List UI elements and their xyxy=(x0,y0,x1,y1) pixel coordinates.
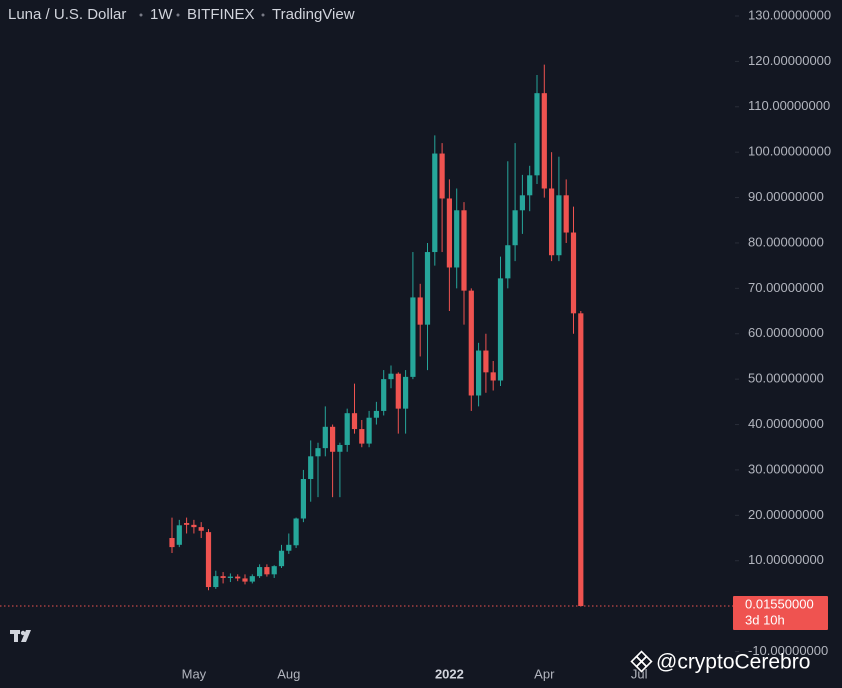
y-tick-label: 40.00000000 xyxy=(748,416,824,431)
separator xyxy=(139,13,143,17)
y-tick-label: 30.00000000 xyxy=(748,461,824,476)
watermark: @cryptoCerebro xyxy=(656,651,810,674)
candle-body xyxy=(461,210,467,291)
exchange: BITFINEX xyxy=(187,6,255,23)
candle-body xyxy=(184,523,190,525)
y-tick-label: 130.00000000 xyxy=(748,7,831,22)
candle-body xyxy=(300,479,306,519)
y-tick-label: 120.00000000 xyxy=(748,53,831,68)
y-tick-label: 110.00000000 xyxy=(748,98,830,113)
candle-body xyxy=(388,373,394,380)
y-tick-label: 90.00000000 xyxy=(748,189,824,204)
candle-body xyxy=(293,518,299,546)
candle-body xyxy=(242,578,248,582)
candle-body xyxy=(490,372,496,381)
candle-body xyxy=(417,297,423,325)
candle-body xyxy=(235,576,241,579)
candle-body xyxy=(497,278,504,381)
last-price-label: 0.01550000 xyxy=(745,596,814,611)
x-tick-label: Apr xyxy=(534,666,555,681)
candle-body xyxy=(468,290,474,396)
candle-body xyxy=(257,567,263,577)
candle-body xyxy=(344,413,350,445)
candle-body xyxy=(213,576,219,588)
interval: 1W xyxy=(150,6,173,23)
candle-body xyxy=(424,252,431,325)
candle-body xyxy=(505,245,511,279)
candle-body xyxy=(322,426,328,449)
source: TradingView xyxy=(272,6,355,23)
candle-body xyxy=(337,444,343,452)
y-tick-label: 100.00000000 xyxy=(748,144,831,159)
candle-body xyxy=(527,175,533,196)
y-tick-label: -10.00000000 xyxy=(748,643,828,658)
candle-body xyxy=(439,153,445,199)
candle-body xyxy=(483,350,489,373)
candle-body xyxy=(563,195,569,233)
y-tick-label: 70.00000000 xyxy=(748,280,824,295)
separator xyxy=(176,13,180,17)
candle-body xyxy=(278,550,285,567)
candle-body xyxy=(271,566,277,575)
candle-body xyxy=(410,297,416,377)
x-tick-label: May xyxy=(182,666,207,681)
candle-body xyxy=(351,413,358,430)
candle-body xyxy=(359,429,365,444)
y-tick-label: 50.00000000 xyxy=(748,371,824,386)
candle-body xyxy=(286,544,292,551)
separator xyxy=(261,13,265,17)
candle-body xyxy=(570,232,577,314)
watermark-icon xyxy=(630,650,653,673)
candle-body xyxy=(395,373,401,409)
plot-area: -10.00000000 10.00000000 20.00000000 30.000… xyxy=(0,7,831,681)
candle-body xyxy=(176,525,182,545)
candle-body xyxy=(330,426,336,452)
candle-body xyxy=(556,195,562,256)
candle-body xyxy=(534,93,540,176)
candle-body xyxy=(512,210,518,246)
y-tick-label: 80.00000000 xyxy=(748,234,824,249)
candle-body xyxy=(227,576,233,578)
last-price-box xyxy=(733,596,828,631)
candle-body xyxy=(373,410,379,418)
candle-body xyxy=(264,567,270,575)
countdown: 3d 10h xyxy=(745,612,785,627)
candle-body xyxy=(381,379,387,411)
candle-body xyxy=(191,524,197,528)
candle-body xyxy=(403,376,409,409)
chart-title: Luna / U.S. Dollar xyxy=(8,6,126,23)
candle-body xyxy=(446,198,452,268)
tv-logo xyxy=(10,630,31,642)
candle-body xyxy=(476,350,482,396)
x-tick-label: 2022 xyxy=(435,666,464,681)
candle-body xyxy=(205,532,212,588)
y-tick-label: 20.00000000 xyxy=(748,507,824,522)
candle-body xyxy=(366,417,372,444)
y-tick-label: 10.00000000 xyxy=(748,552,824,567)
candle-body xyxy=(249,576,255,582)
y-tick-label: 60.00000000 xyxy=(748,325,824,340)
candle-body xyxy=(169,538,175,548)
candle-body xyxy=(198,527,204,531)
x-tick-label: Aug xyxy=(277,666,300,681)
candle-body xyxy=(541,93,547,189)
candle-body xyxy=(315,448,321,457)
candle-body xyxy=(220,576,226,578)
candle-body xyxy=(519,195,525,211)
candle-body xyxy=(432,153,438,253)
candle-body xyxy=(454,210,460,268)
candle-body xyxy=(549,188,555,256)
candle-body xyxy=(308,456,314,480)
candle-body xyxy=(578,313,584,607)
